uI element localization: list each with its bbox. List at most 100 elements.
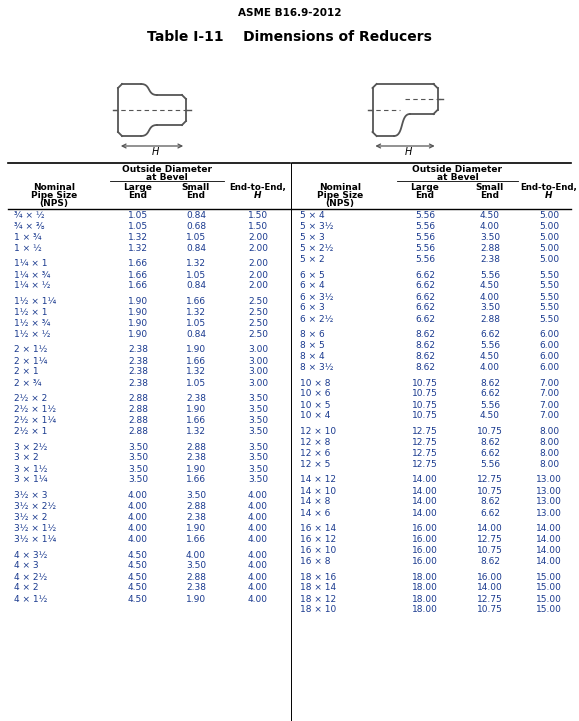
Text: 2 × ¾: 2 × ¾ [14,379,42,387]
Text: 1.66: 1.66 [186,297,206,306]
Text: 2.00: 2.00 [248,233,268,242]
Text: 4.50: 4.50 [128,595,148,603]
Text: 14.00: 14.00 [536,546,562,555]
Text: 4.50: 4.50 [128,583,148,593]
Text: 4.00: 4.00 [128,491,148,500]
Text: 4 × 2: 4 × 2 [14,583,38,593]
Text: End: End [481,191,500,200]
Text: 1.90: 1.90 [186,464,206,474]
Text: 1.90: 1.90 [186,405,206,414]
Text: 6 × 4: 6 × 4 [300,281,325,291]
Text: 1.32: 1.32 [186,368,206,376]
Text: 7.00: 7.00 [539,400,559,410]
Text: 5.50: 5.50 [539,293,559,301]
Text: 3.50: 3.50 [248,405,268,414]
Text: 10 × 6: 10 × 6 [300,389,331,399]
Text: 16 × 14: 16 × 14 [300,524,336,533]
Text: 1.90: 1.90 [128,319,148,328]
Text: 3.50: 3.50 [128,464,148,474]
Text: 1.05: 1.05 [128,222,148,231]
Text: 15.00: 15.00 [536,583,562,593]
Text: 2.38: 2.38 [186,513,206,522]
Text: 2 × 1½: 2 × 1½ [14,345,47,355]
Text: 7.00: 7.00 [539,379,559,387]
Text: 2.50: 2.50 [248,330,268,339]
Text: 14.00: 14.00 [536,557,562,566]
Text: 3.50: 3.50 [248,476,268,485]
Text: 4.00: 4.00 [248,595,268,603]
Text: 12.75: 12.75 [412,460,438,469]
Text: 5.56: 5.56 [415,233,435,242]
Text: 1.90: 1.90 [186,595,206,603]
Text: 4.50: 4.50 [480,352,500,361]
Text: 4.00: 4.00 [128,524,148,533]
Text: 1½ × ¾: 1½ × ¾ [14,319,50,328]
Text: Pipe Size: Pipe Size [31,191,77,200]
Text: End: End [129,191,148,200]
Text: 14.00: 14.00 [536,535,562,544]
Text: 16 × 10: 16 × 10 [300,546,336,555]
Text: 4.50: 4.50 [480,412,500,420]
Text: 4.00: 4.00 [248,535,268,544]
Text: 8.62: 8.62 [415,330,435,339]
Text: 14.00: 14.00 [412,508,438,518]
Text: 14 × 8: 14 × 8 [300,497,331,506]
Text: 3.50: 3.50 [186,562,206,570]
Text: 5.56: 5.56 [480,460,500,469]
Text: 16 × 12: 16 × 12 [300,535,336,544]
Text: 2.50: 2.50 [248,308,268,317]
Text: 10.75: 10.75 [477,606,503,614]
Text: 12.75: 12.75 [412,427,438,436]
Text: 5.50: 5.50 [539,314,559,324]
Text: 3 × 1½: 3 × 1½ [14,464,47,474]
Text: 3.00: 3.00 [248,368,268,376]
Text: 2.88: 2.88 [186,572,206,582]
Text: 3½ × 1¼: 3½ × 1¼ [14,535,56,544]
Text: ¾ × ½: ¾ × ½ [14,211,45,220]
Text: 18.00: 18.00 [412,595,438,603]
Text: 0.68: 0.68 [186,222,206,231]
Text: 16 × 8: 16 × 8 [300,557,331,566]
Text: H: H [151,147,159,157]
Text: 5.00: 5.00 [539,233,559,242]
Text: 3.50: 3.50 [248,427,268,436]
Text: 5.56: 5.56 [480,341,500,350]
Text: 16.00: 16.00 [477,572,503,582]
Text: 2.00: 2.00 [248,244,268,253]
Text: 8.62: 8.62 [415,363,435,372]
Text: 13.00: 13.00 [536,487,562,495]
Text: 3.50: 3.50 [248,416,268,425]
Text: Nominal: Nominal [319,183,361,192]
Text: 8 × 6: 8 × 6 [300,330,325,339]
Text: 1¼ × ¾: 1¼ × ¾ [14,270,50,280]
Text: 2.00: 2.00 [248,260,268,268]
Text: 10 × 5: 10 × 5 [300,400,331,410]
Text: 4.50: 4.50 [128,562,148,570]
Text: at Bevel: at Bevel [146,173,188,182]
Text: 4.00: 4.00 [248,583,268,593]
Text: 4.00: 4.00 [480,222,500,231]
Text: 5.56: 5.56 [480,400,500,410]
Text: 2.50: 2.50 [248,297,268,306]
Text: 14.00: 14.00 [536,524,562,533]
Text: 5.00: 5.00 [539,255,559,264]
Text: 6.62: 6.62 [415,304,435,312]
Text: 4.00: 4.00 [248,513,268,522]
Text: 1.66: 1.66 [186,535,206,544]
Text: 18 × 10: 18 × 10 [300,606,336,614]
Text: 8 × 5: 8 × 5 [300,341,325,350]
Text: 18 × 14: 18 × 14 [300,583,336,593]
Text: 3 × 1¼: 3 × 1¼ [14,476,47,485]
Text: at Bevel: at Bevel [437,173,478,182]
Text: 10.75: 10.75 [412,400,438,410]
Text: 1½ × 1¼: 1½ × 1¼ [14,297,56,306]
Text: 6 × 3½: 6 × 3½ [300,293,334,301]
Text: 1.32: 1.32 [186,427,206,436]
Text: 2½ × 1: 2½ × 1 [14,427,47,436]
Text: 4 × 1½: 4 × 1½ [14,595,47,603]
Text: 1.50: 1.50 [248,222,268,231]
Text: Outside Diameter: Outside Diameter [122,165,212,174]
Text: 3 × 2½: 3 × 2½ [14,443,47,451]
Text: 0.84: 0.84 [186,244,206,253]
Text: 8.00: 8.00 [539,427,559,436]
